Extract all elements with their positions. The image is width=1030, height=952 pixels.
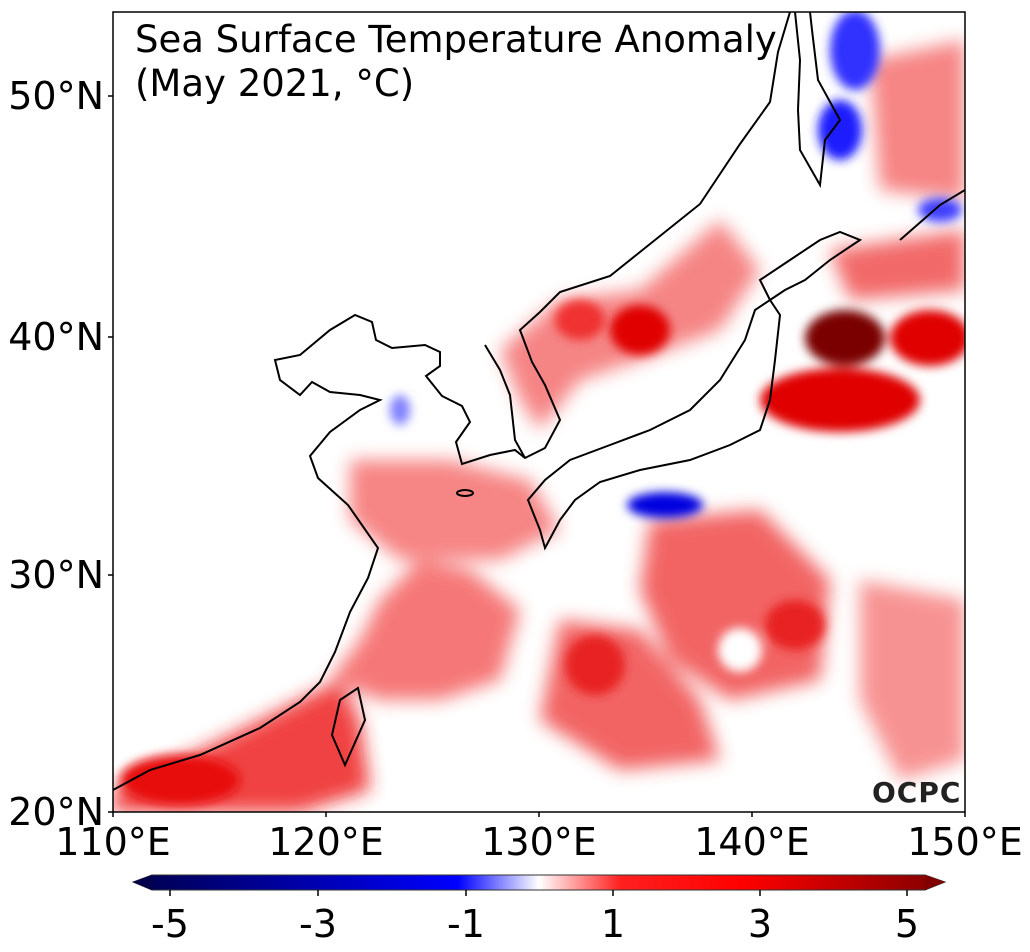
colorbar-tick-label: -5 (151, 902, 189, 946)
colorbar (131, 874, 947, 896)
lat-label: 20°N (8, 790, 104, 834)
colorbar-tick-label: 3 (747, 902, 773, 946)
colorbar-tick-label: 5 (894, 902, 920, 946)
lat-label: 50°N (8, 74, 104, 118)
colorbar-tick-label: 1 (600, 902, 626, 946)
lon-label: 130°E (481, 820, 597, 864)
title-line-2: (May 2021, °C) (135, 62, 415, 105)
anomaly-field (113, 12, 965, 812)
axis-ticks (108, 95, 966, 817)
map-title: Sea Surface Temperature Anomaly (May 202… (135, 18, 777, 106)
lat-label: 40°N (8, 315, 104, 359)
ocpc-logo: OCPC (872, 776, 962, 809)
colorbar-tick-label: -1 (447, 902, 485, 946)
lat-label: 30°N (8, 553, 104, 597)
coastlines (113, 12, 965, 791)
lon-label: 140°E (694, 820, 810, 864)
title-line-1: Sea Surface Temperature Anomaly (135, 18, 777, 61)
lon-label: 110°E (55, 820, 171, 864)
lon-label: 120°E (268, 820, 384, 864)
colorbar-tick-label: -3 (299, 902, 337, 946)
lon-label: 150°E (907, 820, 1023, 864)
